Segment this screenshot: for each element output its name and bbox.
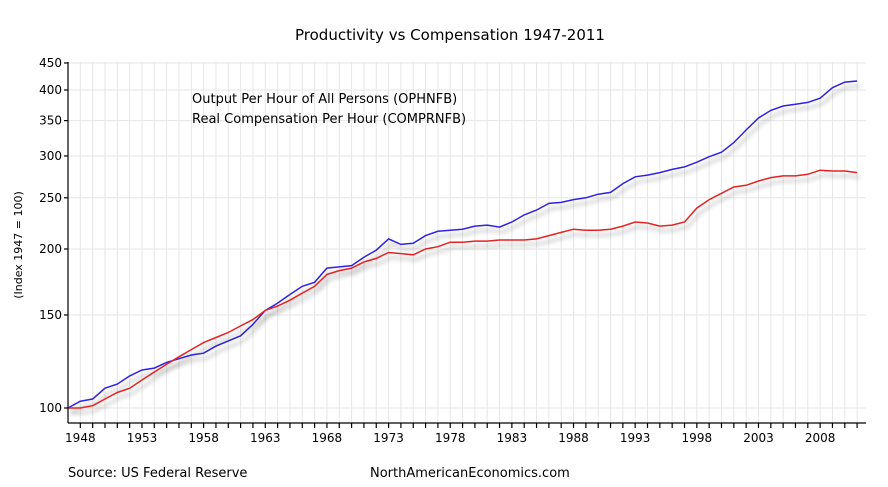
y-tick-label: 250 <box>39 191 62 205</box>
series-group <box>67 80 858 409</box>
legend: Output Per Hour of All Persons (OPHNFB) … <box>143 92 466 127</box>
series-line-ophnfb <box>67 80 858 409</box>
y-tick-label: 450 <box>39 56 62 70</box>
x-tick-label: 1968 <box>312 431 343 445</box>
x-tick-label: 1963 <box>250 431 281 445</box>
y-tick-label: 300 <box>39 149 62 163</box>
x-tick-label: 2003 <box>743 431 774 445</box>
x-tick-label: 1953 <box>127 431 158 445</box>
y-tick-label: 100 <box>39 401 62 415</box>
y-tick-label: 350 <box>39 114 62 128</box>
x-tick-label: 1978 <box>435 431 466 445</box>
x-tick-label: 2008 <box>805 431 836 445</box>
x-tick-label: 1993 <box>620 431 651 445</box>
x-tick-label: 1998 <box>682 431 713 445</box>
y-tick-label: 400 <box>39 83 62 97</box>
gridlines <box>68 62 866 423</box>
axes: 100 150 200 250 300 350 400 450 1948 1953 1958 1963… <box>39 56 866 445</box>
x-tick-label: 1988 <box>558 431 589 445</box>
series-line-comprnfb <box>68 169 858 409</box>
x-tick-label: 1948 <box>65 431 96 445</box>
site-credit: NorthAmericanEconomics.com <box>370 466 570 481</box>
source-note: Source: US Federal Reserve <box>68 466 247 481</box>
y-tick-label: 200 <box>39 242 62 256</box>
y-axis-label: (Index 1947 = 100) <box>12 191 25 299</box>
x-tick-label: 1973 <box>373 431 404 445</box>
x-tick-label: 1983 <box>497 431 528 445</box>
legend-label-comprnfb: Real Compensation Per Hour (COMPRNFB) <box>192 112 466 127</box>
chart-title: Productivity vs Compensation 1947-2011 <box>295 26 605 44</box>
x-tick-label: 1958 <box>188 431 219 445</box>
y-tick-label: 150 <box>39 308 62 322</box>
legend-label-ophnfb: Output Per Hour of All Persons (OPHNFB) <box>192 92 457 107</box>
